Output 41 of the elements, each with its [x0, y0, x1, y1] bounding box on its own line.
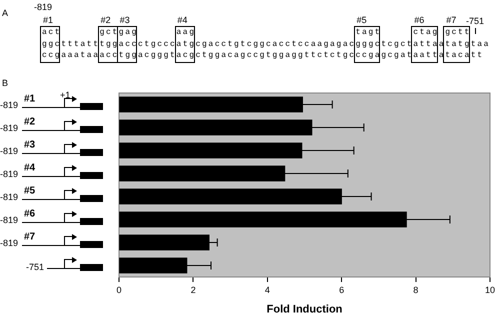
x-tick-label: 8 [413, 284, 418, 295]
text: #2 [100, 15, 111, 25]
y-tick-label: #3 [24, 139, 36, 150]
text: -819 [34, 2, 52, 12]
text: #1 [43, 15, 54, 25]
x-tick-label: 10 [484, 284, 496, 295]
text: act [42, 27, 62, 38]
text: -819 [0, 122, 18, 133]
text: #5 [356, 15, 367, 25]
text: #3 [120, 15, 130, 25]
y-tick-label: #6 [24, 208, 36, 220]
text: -751 [466, 16, 484, 26]
y-tick-label: -751 [26, 262, 44, 272]
x-axis-title: Fold Induction [266, 303, 343, 316]
text: tagt [356, 27, 382, 38]
text: A [2, 8, 8, 18]
text: gag [118, 27, 138, 38]
text: -819 [0, 100, 18, 110]
text: -819 [0, 168, 18, 179]
text: B [2, 78, 8, 88]
text: -819 [0, 238, 18, 248]
x-tick-label: 6 [339, 284, 344, 295]
x-tick-label: 4 [264, 284, 270, 295]
text: aag [176, 27, 196, 38]
text: -819 [0, 192, 18, 202]
text: -819 [0, 214, 18, 225]
text: #4 [177, 15, 188, 25]
y-tick-label: #5 [24, 185, 36, 196]
y-tick-label: #2 [24, 116, 36, 128]
text: -819 [0, 146, 18, 156]
x-tick-label: 2 [190, 284, 196, 295]
text: gct [100, 27, 119, 38]
y-tick-label: #4 [24, 162, 36, 174]
text: #7 [446, 15, 456, 25]
y-tick-label: #1 [24, 93, 36, 104]
text: +1 [60, 90, 70, 100]
text: ctag [413, 27, 439, 38]
y-tick-label: #7 [24, 231, 36, 242]
text: #6 [414, 15, 424, 25]
x-tick-label: 0 [116, 284, 122, 295]
text: gctt [445, 27, 471, 38]
